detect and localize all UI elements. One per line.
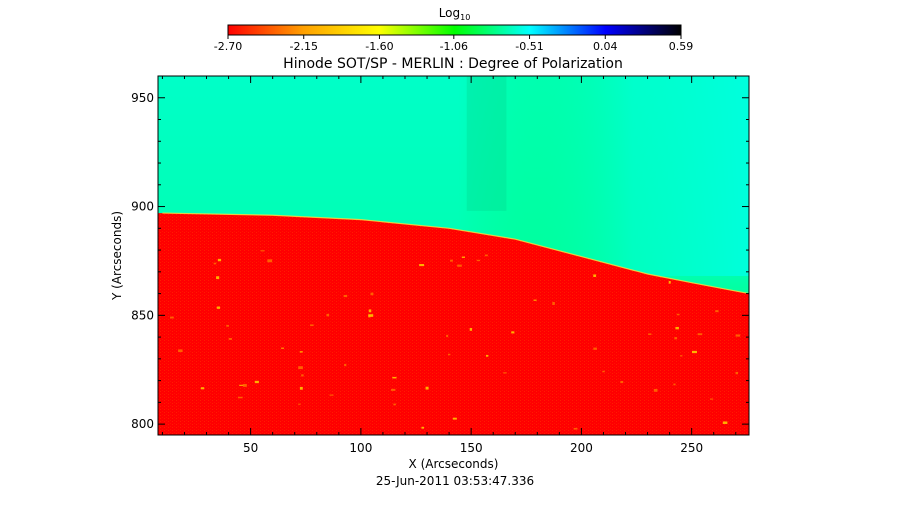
- plot-area: [158, 76, 749, 435]
- y-axis-label: Y (Arcseconds): [110, 211, 124, 301]
- colorbar-tick-label: -0.51: [515, 40, 543, 53]
- colorbar-tick-label: -2.15: [289, 40, 317, 53]
- x-axis-label: X (Arcseconds): [409, 457, 499, 471]
- x-tick-label: 250: [680, 441, 703, 455]
- y-tick-label: 950: [131, 91, 154, 105]
- plot-frame: [157, 75, 750, 436]
- colorbar-label-subscript: 10: [460, 13, 470, 22]
- observation-timestamp: 25-Jun-2011 03:53:47.336: [375, 474, 535, 488]
- x-tick-label: 100: [349, 441, 372, 455]
- y-tick-label: 800: [131, 417, 154, 431]
- colorbar-tick-label: -1.60: [365, 40, 393, 53]
- x-tick-label: 50: [243, 441, 258, 455]
- colorbar-label: Log10: [439, 6, 471, 22]
- disk-speckles: [170, 250, 741, 430]
- y-tick-label: 900: [131, 200, 154, 214]
- colorbar-tick-label: -1.06: [440, 40, 468, 53]
- plume-feature: [466, 76, 507, 211]
- x-axis: 50 100 150 200 250: [161, 76, 737, 455]
- colorbar-tick-label: -2.70: [214, 40, 242, 53]
- solar-disk-region: [158, 213, 749, 435]
- limb-boundary: [162, 212, 749, 295]
- y-axis: 800 850 900 950: [131, 75, 749, 431]
- y-tick-label: 850: [131, 308, 154, 322]
- colorbar: -2.70 -2.15 -1.60 -1.06 -0.51 0.04 0.59 Log10: [214, 6, 693, 53]
- x-tick-label: 150: [460, 441, 483, 455]
- chart-title: Hinode SOT/SP - MERLIN : Degree of Polar…: [283, 56, 623, 72]
- colorbar-ticks: -2.70 -2.15 -1.60 -1.06 -0.51 0.04 0.59: [214, 35, 693, 53]
- colorbar-tick-label: 0.04: [593, 40, 618, 53]
- colorbar-bar: [227, 24, 682, 36]
- x-tick-label: 200: [570, 441, 593, 455]
- colorbar-tick-label: 0.59: [669, 40, 694, 53]
